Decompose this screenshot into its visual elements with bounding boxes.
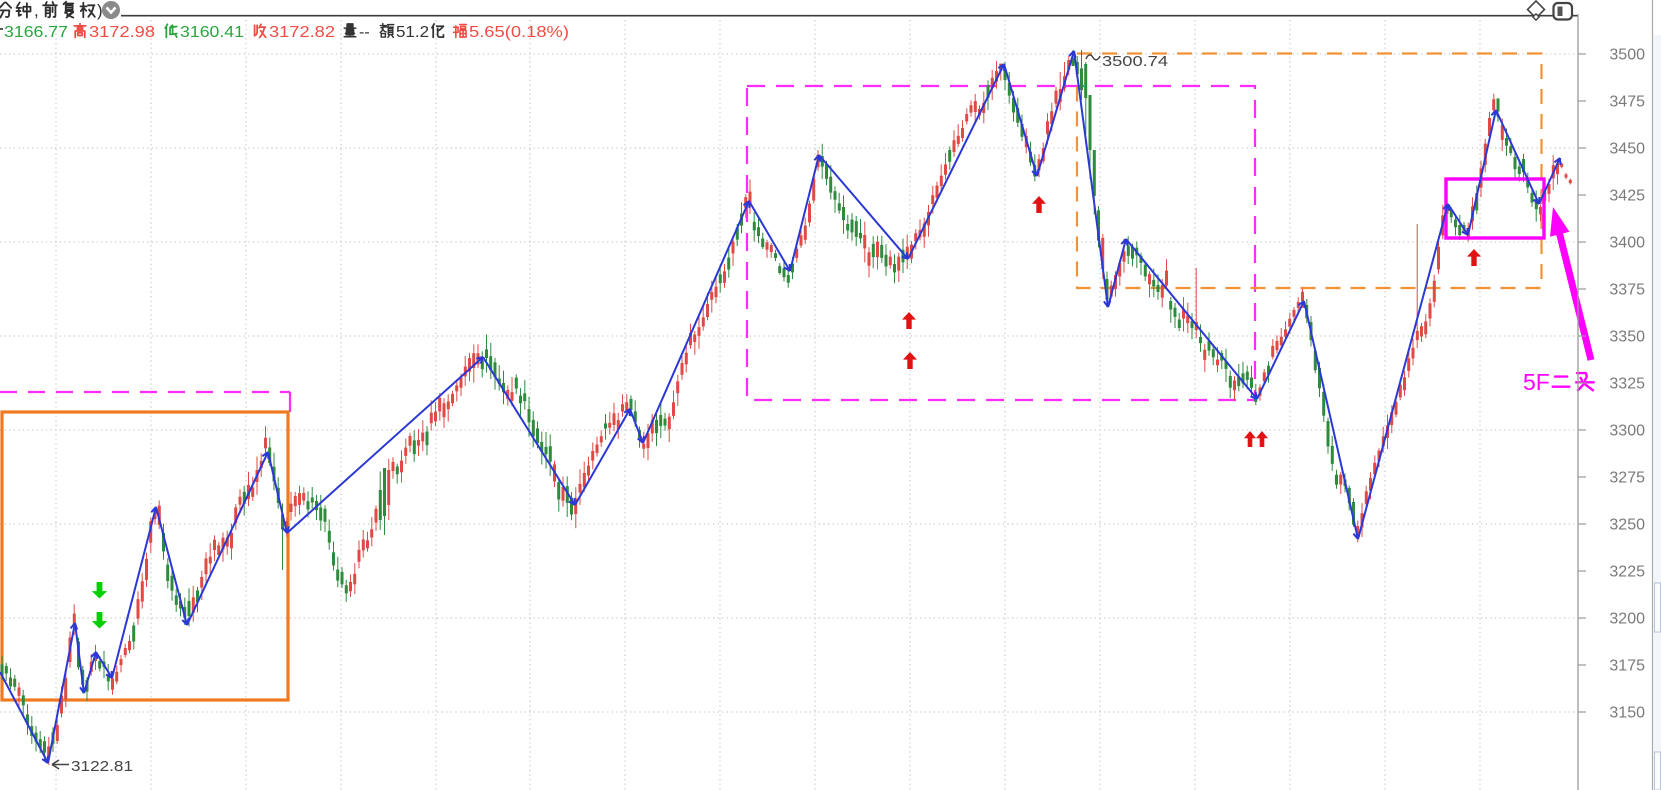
svg-text:3150: 3150 xyxy=(1609,705,1645,722)
svg-text:5.65(0.18%): 5.65(0.18%) xyxy=(469,24,569,41)
svg-text:3175: 3175 xyxy=(1609,658,1645,675)
svg-text:3350: 3350 xyxy=(1609,329,1645,346)
svg-text:3450: 3450 xyxy=(1609,141,1645,158)
svg-text:3475: 3475 xyxy=(1609,94,1645,111)
svg-text:3375: 3375 xyxy=(1609,282,1645,299)
svg-text:51.2: 51.2 xyxy=(396,24,429,41)
svg-text:3225: 3225 xyxy=(1609,564,1645,581)
svg-text:3500.74: 3500.74 xyxy=(1102,53,1168,70)
svg-text:3172.98: 3172.98 xyxy=(89,24,155,41)
svg-text:3300: 3300 xyxy=(1609,423,1645,440)
svg-text:3275: 3275 xyxy=(1609,470,1645,487)
svg-text:,: , xyxy=(34,1,39,20)
svg-text:3200: 3200 xyxy=(1609,611,1645,628)
svg-text:3160.41: 3160.41 xyxy=(180,24,244,41)
svg-text:3400: 3400 xyxy=(1609,235,1645,252)
svg-text:3172.82: 3172.82 xyxy=(269,24,335,41)
svg-text:3122.81: 3122.81 xyxy=(71,758,133,775)
svg-text:3425: 3425 xyxy=(1609,188,1645,205)
svg-text:3250: 3250 xyxy=(1609,517,1645,534)
svg-text:5F: 5F xyxy=(1523,369,1550,395)
svg-text:): ) xyxy=(97,1,103,20)
svg-text:3166.77: 3166.77 xyxy=(4,24,68,41)
svg-text:--: -- xyxy=(359,24,370,41)
svg-text:3325: 3325 xyxy=(1609,376,1645,393)
svg-text:3500: 3500 xyxy=(1609,47,1645,64)
